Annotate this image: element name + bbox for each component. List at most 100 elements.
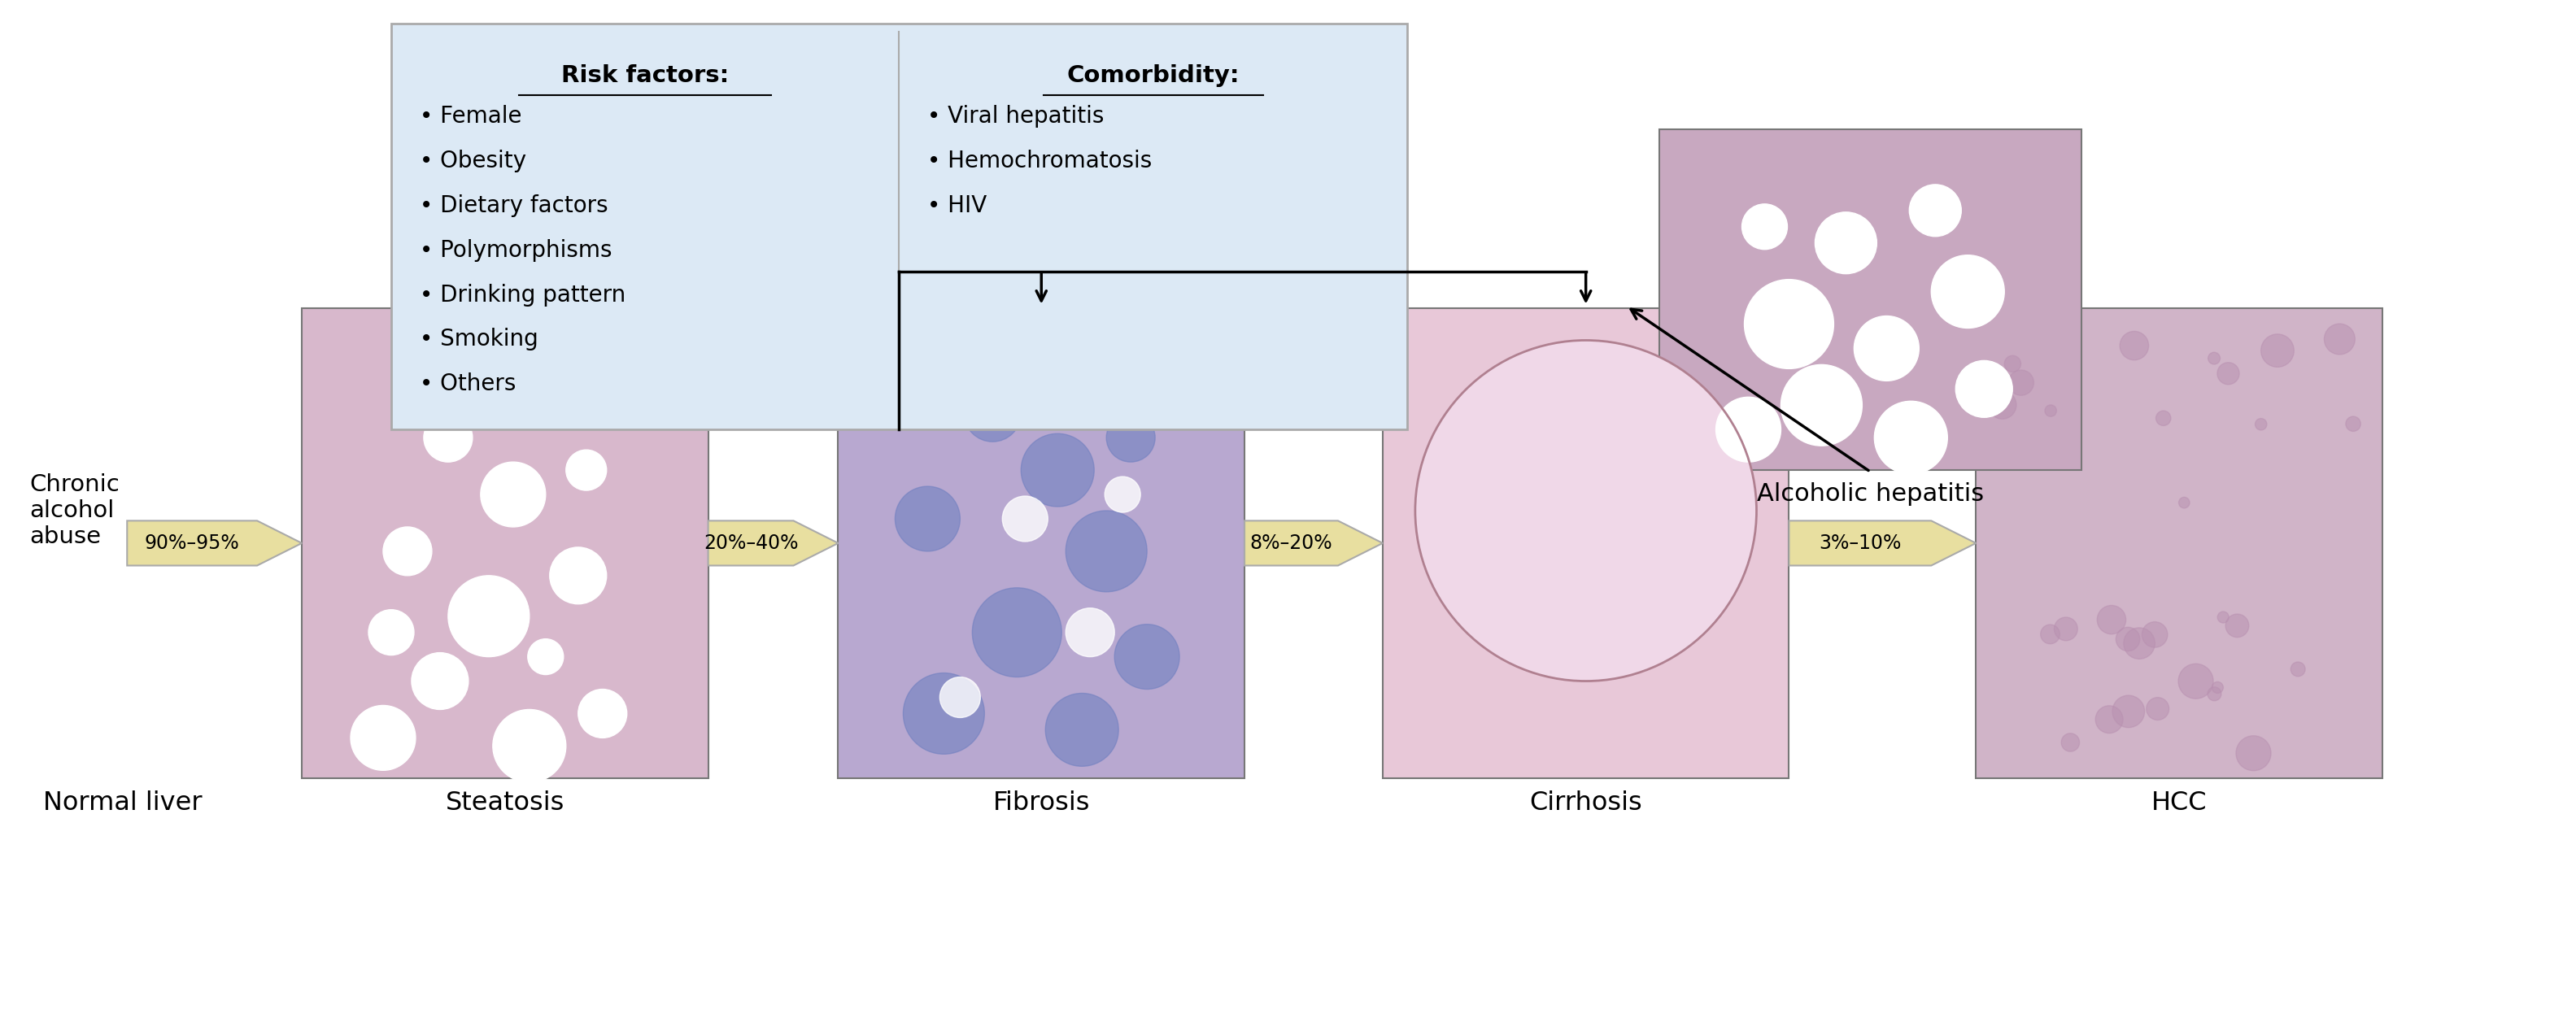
Circle shape — [940, 677, 981, 717]
Circle shape — [1414, 341, 1757, 681]
Text: • Viral hepatitis: • Viral hepatitis — [927, 105, 1105, 128]
Circle shape — [1989, 391, 2017, 419]
Circle shape — [1105, 413, 1154, 462]
Circle shape — [2061, 733, 2079, 752]
Circle shape — [2040, 625, 2061, 643]
Circle shape — [2347, 416, 2360, 432]
Circle shape — [1909, 184, 1960, 236]
Bar — [1976, 308, 2383, 779]
Circle shape — [1002, 496, 1048, 541]
Circle shape — [2290, 662, 2306, 676]
Circle shape — [2112, 696, 2146, 727]
Circle shape — [350, 706, 415, 770]
Bar — [1383, 308, 1788, 779]
Circle shape — [2120, 331, 2148, 360]
Bar — [301, 308, 708, 779]
Circle shape — [1875, 401, 1947, 475]
Text: • HIV: • HIV — [927, 194, 987, 217]
Circle shape — [549, 547, 605, 604]
Text: Alcoholic hepatitis: Alcoholic hepatitis — [1757, 482, 1984, 505]
Circle shape — [2123, 628, 2156, 659]
Text: 20%–40%: 20%–40% — [703, 533, 799, 552]
Circle shape — [2236, 736, 2272, 770]
Text: • Female: • Female — [420, 105, 523, 128]
Circle shape — [2004, 356, 2020, 372]
Circle shape — [2053, 617, 2079, 640]
Circle shape — [577, 690, 626, 738]
Circle shape — [2094, 706, 2123, 733]
Circle shape — [1105, 477, 1141, 513]
Circle shape — [448, 576, 531, 657]
Circle shape — [1955, 360, 2012, 417]
Circle shape — [2218, 612, 2228, 623]
Circle shape — [482, 462, 546, 527]
Circle shape — [528, 639, 564, 674]
Circle shape — [2208, 352, 2221, 364]
Text: • Others: • Others — [420, 372, 515, 396]
Circle shape — [492, 710, 567, 783]
Text: Normal liver: Normal liver — [44, 791, 204, 815]
Circle shape — [1066, 608, 1115, 657]
Text: HCC: HCC — [2151, 791, 2208, 815]
Circle shape — [2262, 335, 2295, 367]
Circle shape — [1066, 510, 1146, 592]
Polygon shape — [1788, 521, 1976, 566]
Circle shape — [1816, 212, 1878, 274]
Circle shape — [2254, 418, 2267, 430]
Circle shape — [2146, 698, 2169, 720]
Text: • Smoking: • Smoking — [420, 328, 538, 351]
Circle shape — [384, 527, 433, 576]
Circle shape — [1716, 397, 1780, 462]
Circle shape — [1741, 204, 1788, 250]
Circle shape — [1855, 316, 1919, 381]
Circle shape — [971, 588, 1061, 677]
Circle shape — [961, 372, 992, 405]
Text: Risk factors:: Risk factors: — [562, 64, 729, 87]
Circle shape — [2179, 664, 2213, 699]
Circle shape — [412, 653, 469, 710]
Text: • Dietary factors: • Dietary factors — [420, 194, 608, 217]
Circle shape — [894, 486, 961, 551]
Circle shape — [2097, 606, 2125, 634]
Text: Comorbidity:: Comorbidity: — [1066, 64, 1239, 87]
Circle shape — [904, 673, 984, 754]
Text: 8%–20%: 8%–20% — [1249, 533, 1332, 552]
Circle shape — [2115, 627, 2141, 651]
Circle shape — [2179, 497, 2190, 508]
Circle shape — [2213, 681, 2223, 694]
Circle shape — [2141, 622, 2166, 648]
Text: • Obesity: • Obesity — [420, 149, 526, 173]
Circle shape — [963, 385, 1020, 442]
Text: 90%–95%: 90%–95% — [144, 533, 240, 552]
Circle shape — [1046, 694, 1118, 766]
Circle shape — [2226, 614, 2249, 637]
Text: Steatosis: Steatosis — [446, 791, 564, 815]
Circle shape — [2218, 362, 2239, 385]
Bar — [837, 308, 1244, 779]
Circle shape — [2208, 687, 2221, 701]
Circle shape — [1780, 364, 1862, 446]
Polygon shape — [1244, 521, 1383, 566]
Text: 3%–10%: 3%–10% — [1819, 533, 1901, 552]
Polygon shape — [708, 521, 837, 566]
Text: • Polymorphisms: • Polymorphisms — [420, 238, 613, 262]
Text: • Drinking pattern: • Drinking pattern — [420, 283, 626, 306]
Circle shape — [2156, 410, 2172, 426]
FancyBboxPatch shape — [392, 24, 1406, 430]
Circle shape — [2045, 405, 2056, 416]
Text: Fibrosis: Fibrosis — [992, 791, 1090, 815]
Text: • Hemochromatosis: • Hemochromatosis — [927, 149, 1151, 173]
Circle shape — [1020, 434, 1095, 506]
Text: Chronic
alcohol
abuse: Chronic alcohol abuse — [28, 473, 118, 548]
Circle shape — [1744, 279, 1834, 368]
Circle shape — [567, 450, 605, 490]
Text: Cirrhosis: Cirrhosis — [1530, 791, 1643, 815]
Polygon shape — [126, 521, 301, 566]
Circle shape — [368, 610, 415, 655]
Circle shape — [422, 413, 471, 462]
Bar — [1659, 129, 2081, 471]
Circle shape — [1932, 255, 2004, 328]
Circle shape — [1115, 624, 1180, 690]
Circle shape — [2009, 370, 2035, 395]
Circle shape — [2324, 323, 2354, 355]
